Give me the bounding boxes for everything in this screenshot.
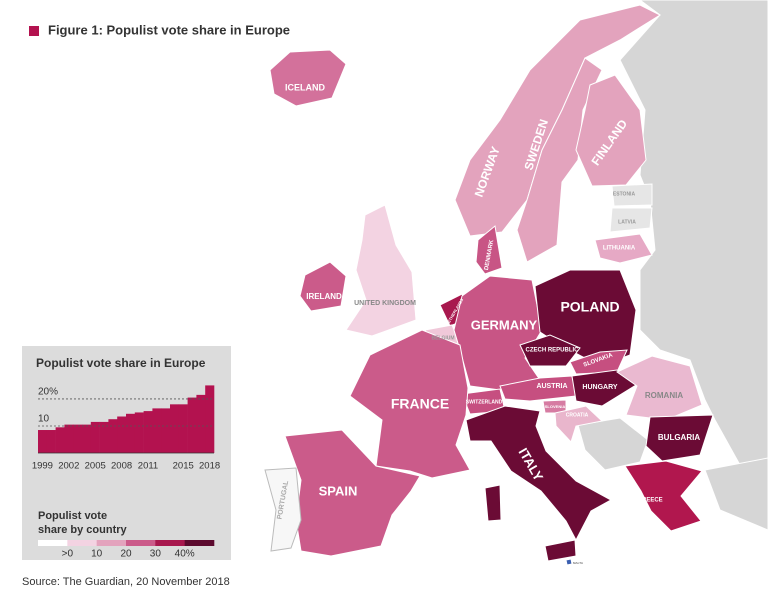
- legend-label: >0: [62, 549, 74, 560]
- country: [484, 484, 502, 522]
- country-label: ICELAND: [285, 82, 325, 92]
- x-tick-label: 2018: [199, 461, 220, 472]
- country: [611, 183, 653, 207]
- country: [565, 558, 573, 566]
- non-eu-land: [577, 417, 649, 471]
- legend-label: 20: [120, 549, 132, 560]
- bar: [161, 408, 171, 453]
- legend-label: 10: [91, 549, 103, 560]
- bar: [196, 394, 206, 453]
- inset-chart: 1999 2002 2005 2008 2011 2015 2018 10 20%: [32, 385, 220, 472]
- country-label: GERMANY: [471, 317, 538, 332]
- country-label: LITHUANIA: [603, 246, 636, 252]
- country: [609, 207, 653, 233]
- country: [615, 355, 703, 421]
- country: [519, 334, 581, 367]
- x-tick-label: 1999: [32, 461, 53, 472]
- country: [475, 225, 503, 275]
- x-tick-label: 2005: [85, 461, 106, 472]
- bar: [46, 430, 56, 453]
- legend: >0 10 20 30 40%: [38, 540, 215, 560]
- country-label: POLAND: [560, 299, 619, 315]
- x-tick-label: 2008: [111, 461, 132, 472]
- country: [645, 414, 714, 462]
- country: [569, 349, 628, 375]
- source-note: Source: The Guardian, 20 November 2018: [22, 576, 230, 588]
- legend-swatch: [155, 540, 185, 546]
- country-label: DENMARK: [484, 239, 495, 271]
- bar: [117, 416, 127, 453]
- country-label: SLOVENIA: [545, 404, 566, 409]
- title-marker: [29, 26, 39, 36]
- bar: [90, 421, 100, 453]
- bar: [134, 412, 144, 453]
- bar: [126, 413, 136, 453]
- country-label: UNITED KINGDOM: [354, 300, 416, 307]
- country-label: AUSTRIA: [536, 383, 567, 390]
- bar: [73, 424, 83, 453]
- x-tick-label: 2015: [173, 461, 194, 472]
- country-label: GREECE: [637, 498, 662, 504]
- country-label: ESTONIA: [613, 191, 636, 197]
- bar: [64, 424, 74, 453]
- bar: [82, 424, 92, 453]
- x-tick-label: 2002: [58, 461, 79, 472]
- country: [349, 329, 471, 479]
- country-label: SWITZERLAND: [466, 399, 503, 405]
- legend-swatch: [184, 540, 215, 546]
- country-label: CROATIA: [566, 412, 589, 418]
- country-label: LATVIA: [618, 219, 636, 225]
- bar: [187, 397, 197, 453]
- bar: [170, 404, 180, 453]
- country-label: IRELAND: [306, 292, 342, 301]
- bar: [152, 408, 162, 453]
- countries: [264, 4, 714, 566]
- country-label: ROMANIA: [645, 391, 683, 400]
- legend-label: 40%: [175, 549, 195, 560]
- country: [594, 233, 653, 264]
- y-tick-label: 10: [38, 414, 50, 425]
- inset-title: Populist vote share in Europe: [36, 356, 206, 370]
- country-label: CZECH REPUBLIC: [525, 348, 579, 354]
- country-label: BULGARIA: [658, 433, 700, 442]
- bar: [143, 411, 153, 453]
- bar: [205, 385, 215, 453]
- legend-label: 30: [150, 549, 162, 560]
- country-label: FRANCE: [391, 396, 449, 412]
- legend-swatch: [67, 540, 97, 546]
- legend-swatch: [96, 540, 127, 546]
- x-tick-label: 2011: [138, 461, 158, 472]
- legend-title: Populist vote: [38, 510, 107, 522]
- y-tick-label: 20%: [38, 387, 58, 398]
- legend-title: share by country: [38, 524, 128, 536]
- bar: [178, 404, 188, 453]
- country: [345, 204, 417, 337]
- country: [554, 405, 604, 443]
- legend-swatch: [126, 540, 156, 546]
- country: [299, 261, 347, 312]
- country-label: MALTA: [573, 561, 584, 565]
- bar: [108, 419, 118, 453]
- figure-title: Figure 1: Populist vote share in Europe: [48, 22, 290, 37]
- country: [465, 405, 613, 542]
- country: [269, 49, 347, 107]
- country-label: BELGIUM: [431, 335, 454, 341]
- country-label: SPAIN: [319, 483, 358, 498]
- country: [571, 369, 637, 407]
- country: [454, 4, 662, 237]
- bar: [55, 427, 65, 453]
- bar: [99, 421, 109, 453]
- country: [544, 539, 577, 562]
- country: [453, 275, 543, 391]
- country: [264, 467, 302, 552]
- bar: [38, 430, 48, 453]
- legend-swatch: [38, 540, 68, 546]
- country-label: HUNGARY: [582, 384, 617, 391]
- non-eu-land: [704, 457, 768, 531]
- country: [624, 460, 703, 532]
